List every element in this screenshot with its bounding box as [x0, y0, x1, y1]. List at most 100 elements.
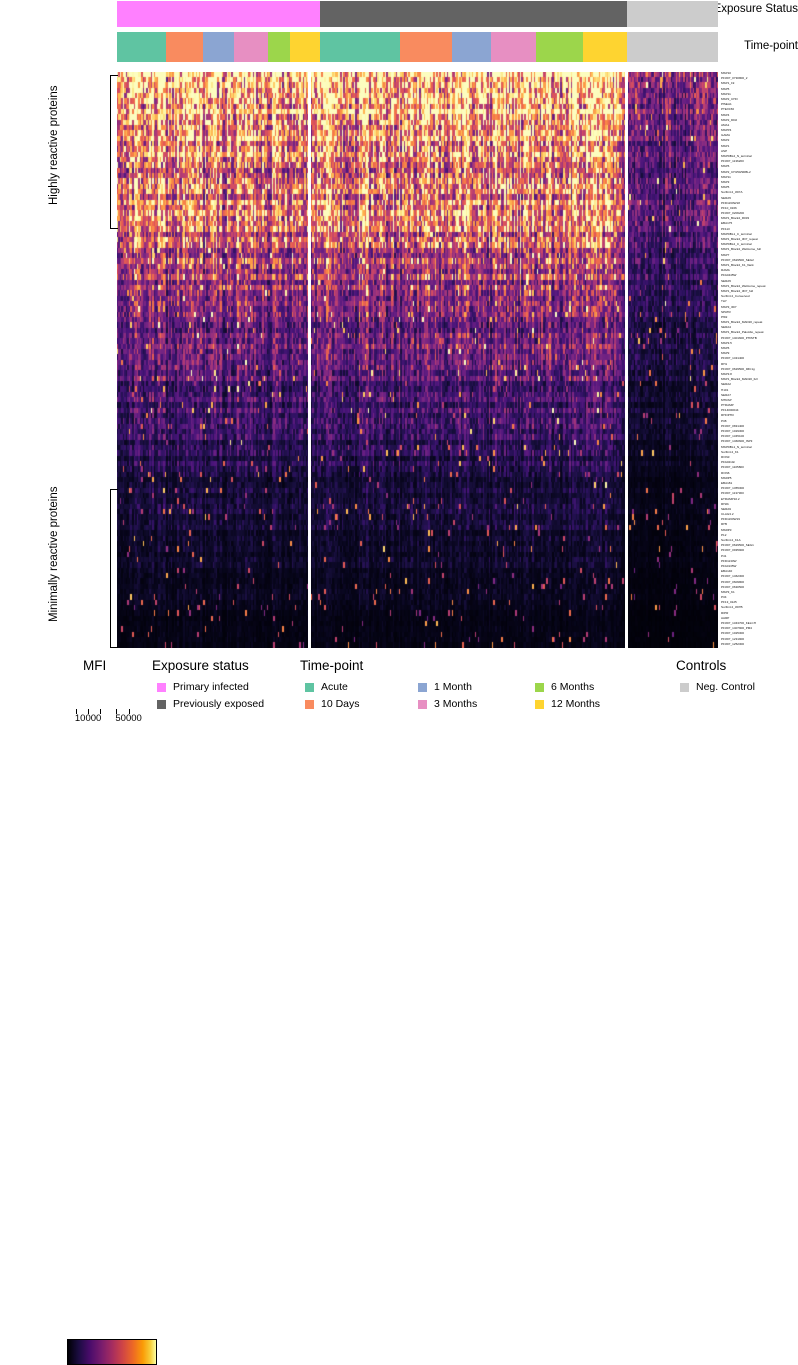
protein-label: RON3	[721, 455, 730, 459]
protein-label: MSP3.5	[721, 340, 732, 345]
protein-label: PF3D7_1401600_PHISTB	[721, 335, 757, 340]
protein-label: AMA1	[721, 122, 730, 127]
protein-label: SERA2	[721, 382, 731, 387]
timepoint-segment-3-months	[491, 32, 536, 62]
protein-label: PF3D7_1455300	[721, 486, 745, 491]
timepoint-legend-item-label: 1 Month	[434, 681, 472, 693]
protein-label: MSP1_Block2_K1_flank	[721, 263, 754, 267]
protein-label: PF3D7_1029300	[721, 429, 745, 434]
protein-label: MSP1_Block2_3D7_repeat	[721, 237, 758, 242]
timepoint-legend-item-swatch	[535, 700, 544, 709]
protein-label: PF10_0166	[721, 205, 737, 210]
protein-label: EBA140	[721, 569, 733, 574]
protein-label: PF3D7_1431400	[721, 356, 745, 361]
timepoint-segment-neg-control	[627, 32, 718, 62]
protein-label: MSP1_Block2_3D7_full	[721, 288, 754, 293]
protein-label: SERA7	[721, 392, 731, 397]
protein-label: PFD1130W	[721, 558, 737, 563]
protein-label: MSP1_Block2_MAD20_repeat	[721, 320, 763, 325]
protein-label: PF3D7_0630500	[721, 584, 745, 589]
controls-legend-item-label: Neg. Control	[696, 681, 755, 693]
protein-label: MSP5	[721, 185, 730, 190]
protein-label: MSP11	[721, 91, 731, 96]
exposure-legend-item-label: Previously exposed	[173, 698, 265, 710]
protein-label: Surfin4.2_3D7A	[721, 190, 743, 195]
protein-label: PFD1160W18	[721, 200, 740, 205]
primary-infected-block	[117, 72, 308, 648]
protein-label: MSP1_Block2_R033	[721, 216, 750, 221]
protein-label: Surfin4.2_K1	[721, 449, 739, 454]
protein-label: MSP1_Block2_PaloAlto_repeat	[721, 330, 764, 335]
protein-label: PF3D7_1231900	[721, 636, 745, 641]
protein-label: ETRAMP10.2	[721, 496, 740, 501]
protein-label: ASP	[721, 148, 728, 153]
protein-label: PF3D7_0629500_IMC1g	[721, 366, 755, 371]
protein-label: MSP6	[721, 164, 730, 169]
protein-label: MSP2_CHO	[721, 96, 738, 101]
protein-label: MSP10	[721, 72, 731, 75]
exposure-legend-title: Exposure status	[152, 658, 249, 673]
protein-label: PF3D7_1137300	[721, 491, 744, 496]
timepoint-annotation-bar	[117, 32, 718, 62]
protein-label: SERA4	[721, 325, 731, 330]
controls-legend-title: Controls	[676, 658, 727, 673]
protein-label: PF3D7_1407900_PM4	[721, 626, 752, 631]
protein-label: PFA0210c	[721, 460, 736, 465]
timepoint-legend-item-swatch	[535, 683, 544, 692]
protein-label: PF3D7_1345100	[721, 434, 745, 439]
previously-exposed-block-canvas	[311, 72, 625, 648]
exposure-segment-neg-control	[627, 1, 718, 27]
protein-label: MSPDBL1_C_terminal	[721, 231, 752, 236]
timepoint-segment-10-days	[400, 32, 452, 62]
protein-label: Pf92	[721, 314, 728, 319]
protein-label: MSP1_19	[721, 81, 735, 86]
protein-label: MSPP4	[721, 128, 732, 133]
protein-label: MSP4	[721, 112, 730, 117]
timepoint-segment-acute	[320, 32, 400, 62]
protein-label: PFA0135W	[721, 563, 737, 568]
row-group-bracket-label-2: Minimally reactive proteins	[48, 486, 60, 622]
protein-label: PF14000044	[721, 408, 739, 413]
protein-label: PF3D7_1460600_ISP3	[721, 439, 753, 444]
protein-label: MSPDBL2_C_terminal	[721, 242, 752, 247]
protein-label: MSP9	[721, 351, 730, 356]
protein-label: MSP1_Block2_Wellcome_repeat	[721, 283, 766, 288]
protein-label: PFD1160W19	[721, 517, 740, 522]
row-group-bracket-label-1: Highly reactive proteins	[48, 85, 60, 205]
protein-label: P34	[721, 595, 727, 600]
protein-label: GAMA	[721, 133, 730, 138]
protein-label: SERA5	[721, 278, 731, 283]
previously-exposed-block	[311, 72, 625, 648]
mfi-tick	[88, 709, 90, 714]
timepoint-segment-12-months	[290, 32, 320, 62]
timepoint-segment-10-days	[166, 32, 203, 62]
protein-label: RH5	[721, 522, 728, 527]
protein-label: RH1	[721, 361, 728, 366]
protein-label: MSP1_Block2_Wellcome_full	[721, 247, 761, 252]
protein-label: PF3D7_1136200	[721, 159, 744, 164]
mfi-tick-label: 10000	[74, 713, 102, 724]
protein-label: P12	[721, 532, 727, 537]
protein-label: MSP2_DD2	[721, 117, 738, 122]
mfi-tick	[100, 709, 102, 714]
mfi-colorbar	[67, 1339, 157, 1365]
protein-label: MSP7	[721, 252, 730, 257]
timepoint-legend-item-swatch	[418, 683, 427, 692]
protein-label: RIPR	[721, 610, 729, 615]
exposure-segment-primary-infected	[117, 1, 320, 27]
protein-label: PF3D7_1252300	[721, 641, 745, 646]
timepoint-legend-item-label: Acute	[321, 681, 348, 693]
protein-label: PF3D7_0629500_SEG2	[721, 257, 754, 262]
protein-label: MSP2	[721, 138, 730, 143]
protein-label: PF3D7_0206200	[721, 211, 745, 216]
protein-label: MSRP3	[721, 527, 732, 532]
exposure-legend-item-label: Primary infected	[173, 681, 249, 693]
protein-label: PTRAMP	[721, 403, 734, 408]
exposure-status-row-label: Exposure Status	[713, 3, 798, 15]
exposure-segment-previously-exposed	[320, 1, 627, 27]
protein-label: PF13_0125	[721, 600, 737, 605]
protein-label: SERA9	[721, 506, 731, 511]
protein-label: PF3D7_0609800	[721, 579, 745, 584]
protein-label: SERA5	[721, 195, 731, 200]
exposure-legend-item-swatch	[157, 700, 166, 709]
